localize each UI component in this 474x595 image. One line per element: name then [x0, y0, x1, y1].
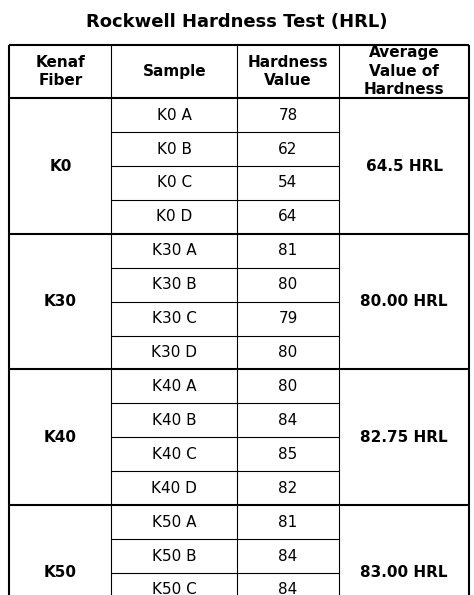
Text: K50: K50: [44, 565, 77, 581]
Text: 82.75 HRL: 82.75 HRL: [360, 430, 448, 445]
Text: 64: 64: [278, 209, 298, 224]
Text: K0 C: K0 C: [156, 176, 192, 190]
Text: K30: K30: [44, 294, 77, 309]
Text: 54: 54: [278, 176, 298, 190]
Text: K0 A: K0 A: [157, 108, 191, 123]
Text: 81: 81: [278, 515, 298, 530]
Text: 84: 84: [278, 583, 298, 595]
Text: Rockwell Hardness Test (HRL): Rockwell Hardness Test (HRL): [86, 13, 388, 31]
Text: 85: 85: [278, 447, 298, 462]
Text: 78: 78: [278, 108, 298, 123]
Text: K50 A: K50 A: [152, 515, 196, 530]
Text: 84: 84: [278, 413, 298, 428]
Text: Average
Value of
Hardness: Average Value of Hardness: [364, 45, 445, 98]
Text: Sample: Sample: [142, 64, 206, 79]
Text: 80.00 HRL: 80.00 HRL: [360, 294, 448, 309]
Text: K50 B: K50 B: [152, 549, 197, 563]
Text: 83.00 HRL: 83.00 HRL: [360, 565, 448, 581]
Text: K0 B: K0 B: [157, 142, 191, 156]
Text: 79: 79: [278, 311, 298, 326]
Text: K0 D: K0 D: [156, 209, 192, 224]
Text: 64.5 HRL: 64.5 HRL: [365, 158, 443, 174]
Text: 80: 80: [278, 345, 298, 360]
Text: K50 C: K50 C: [152, 583, 197, 595]
Text: Hardness
Value: Hardness Value: [247, 55, 328, 88]
Text: 80: 80: [278, 277, 298, 292]
Text: K40: K40: [44, 430, 77, 445]
Text: 80: 80: [278, 379, 298, 394]
Text: K40 D: K40 D: [151, 481, 197, 496]
Text: K30 D: K30 D: [151, 345, 197, 360]
Text: K30 B: K30 B: [152, 277, 197, 292]
Text: 62: 62: [278, 142, 298, 156]
Text: K30 A: K30 A: [152, 243, 197, 258]
Text: 82: 82: [278, 481, 298, 496]
Text: K40 B: K40 B: [152, 413, 197, 428]
Text: 81: 81: [278, 243, 298, 258]
Text: Kenaf
Fiber: Kenaf Fiber: [36, 55, 85, 88]
Text: K0: K0: [49, 158, 72, 174]
Text: K30 C: K30 C: [152, 311, 197, 326]
Text: K40 C: K40 C: [152, 447, 197, 462]
Text: K40 A: K40 A: [152, 379, 196, 394]
Text: 84: 84: [278, 549, 298, 563]
